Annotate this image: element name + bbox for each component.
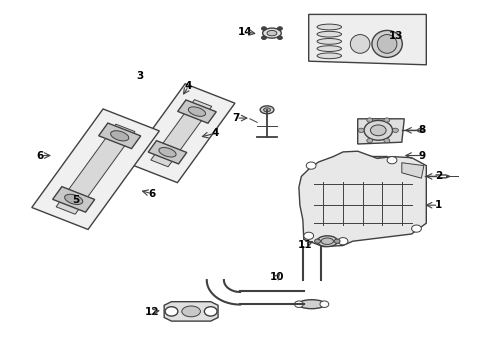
Ellipse shape xyxy=(298,300,325,309)
Text: 7: 7 xyxy=(232,113,240,123)
Ellipse shape xyxy=(65,194,83,204)
Ellipse shape xyxy=(182,306,200,317)
Polygon shape xyxy=(56,124,135,214)
Text: 14: 14 xyxy=(238,27,252,37)
Circle shape xyxy=(384,118,390,122)
Text: 11: 11 xyxy=(297,240,312,250)
Circle shape xyxy=(353,157,360,162)
Circle shape xyxy=(306,162,316,169)
Polygon shape xyxy=(299,151,426,247)
Ellipse shape xyxy=(321,238,333,244)
Circle shape xyxy=(262,27,267,30)
Ellipse shape xyxy=(264,108,270,112)
Circle shape xyxy=(334,239,340,243)
Circle shape xyxy=(367,139,372,143)
Polygon shape xyxy=(32,109,159,229)
Ellipse shape xyxy=(317,236,338,247)
Ellipse shape xyxy=(317,46,342,51)
Circle shape xyxy=(204,307,217,316)
Ellipse shape xyxy=(364,120,392,140)
Circle shape xyxy=(294,301,303,307)
Polygon shape xyxy=(178,100,216,123)
Text: 6: 6 xyxy=(148,189,155,199)
Circle shape xyxy=(262,36,267,40)
Ellipse shape xyxy=(159,148,176,157)
Circle shape xyxy=(277,27,282,30)
Circle shape xyxy=(412,225,421,232)
Polygon shape xyxy=(402,163,424,178)
Circle shape xyxy=(379,157,386,162)
Circle shape xyxy=(315,239,320,243)
Ellipse shape xyxy=(111,131,129,141)
Polygon shape xyxy=(358,119,404,144)
Text: 5: 5 xyxy=(73,195,79,205)
Circle shape xyxy=(165,307,178,316)
Ellipse shape xyxy=(317,53,342,59)
Text: 3: 3 xyxy=(136,71,143,81)
Circle shape xyxy=(358,128,364,132)
Circle shape xyxy=(320,301,329,307)
Polygon shape xyxy=(148,141,187,164)
Circle shape xyxy=(277,36,282,40)
Polygon shape xyxy=(352,156,387,163)
Text: 13: 13 xyxy=(389,31,403,41)
Circle shape xyxy=(387,157,397,164)
Ellipse shape xyxy=(317,31,342,37)
Ellipse shape xyxy=(317,39,342,44)
Text: 12: 12 xyxy=(145,307,159,318)
Polygon shape xyxy=(309,14,426,65)
Circle shape xyxy=(304,232,314,239)
Polygon shape xyxy=(164,302,218,321)
Circle shape xyxy=(392,128,398,132)
Circle shape xyxy=(367,118,373,122)
Text: 8: 8 xyxy=(419,125,426,135)
Polygon shape xyxy=(128,84,235,183)
Text: 9: 9 xyxy=(419,150,426,161)
Ellipse shape xyxy=(377,35,397,53)
Ellipse shape xyxy=(317,24,342,30)
Text: 4: 4 xyxy=(185,81,193,91)
Ellipse shape xyxy=(267,31,277,36)
Ellipse shape xyxy=(370,125,386,136)
Ellipse shape xyxy=(188,107,205,116)
Ellipse shape xyxy=(372,31,402,57)
Polygon shape xyxy=(151,100,212,167)
Ellipse shape xyxy=(350,35,370,53)
Text: 2: 2 xyxy=(435,171,442,181)
Ellipse shape xyxy=(263,28,281,38)
Text: 4: 4 xyxy=(212,128,220,138)
Text: 10: 10 xyxy=(270,272,284,282)
Text: 1: 1 xyxy=(435,200,442,210)
Circle shape xyxy=(338,238,348,245)
Polygon shape xyxy=(52,186,95,212)
Text: 6: 6 xyxy=(37,150,44,161)
Ellipse shape xyxy=(417,129,423,132)
Polygon shape xyxy=(98,123,141,149)
Ellipse shape xyxy=(260,106,274,114)
Circle shape xyxy=(384,139,390,143)
